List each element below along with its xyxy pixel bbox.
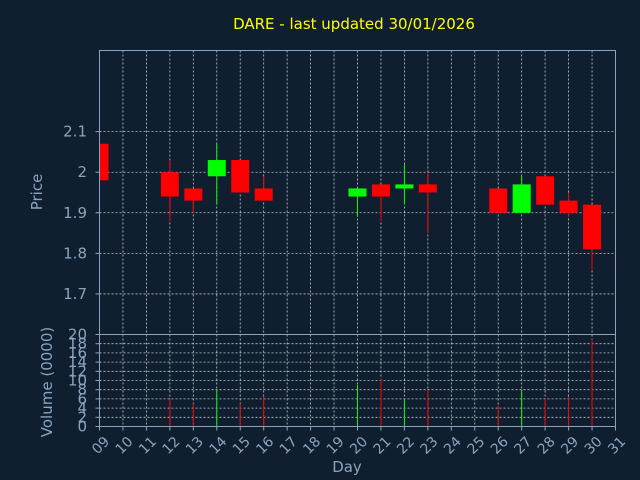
price-candles xyxy=(99,143,602,270)
day-tick-label: 26 xyxy=(488,434,512,458)
candle-body xyxy=(348,188,367,197)
day-tick-label: 18 xyxy=(300,434,324,458)
candle-body xyxy=(231,160,250,193)
volume-tick-label: 0 xyxy=(77,418,87,436)
day-tick-label: 23 xyxy=(418,434,442,458)
day-tick-label: 29 xyxy=(558,434,582,458)
volume-axis-label: Volume (0000) xyxy=(38,327,56,437)
candle-body xyxy=(184,188,203,201)
day-tick-label: 17 xyxy=(277,434,301,458)
volume-tick-label: 12 xyxy=(68,362,87,380)
day-tick-label: 27 xyxy=(511,434,535,458)
candle-body xyxy=(536,176,555,205)
day-tick-label: 24 xyxy=(441,434,465,458)
day-axis-label: Day xyxy=(332,458,362,476)
volume-tick-label: 10 xyxy=(68,372,87,390)
price-tick-label: 1.8 xyxy=(63,244,87,262)
candle-body xyxy=(489,188,508,213)
day-tick-label: 22 xyxy=(394,434,418,458)
day-tick-label: 31 xyxy=(605,434,629,458)
volume-tick-label: 2 xyxy=(77,408,87,426)
day-tick-label: 13 xyxy=(183,434,207,458)
volume-bars xyxy=(169,339,593,427)
volume-tick-label: 18 xyxy=(68,335,87,353)
day-tick-label: 12 xyxy=(160,434,184,458)
candle-body xyxy=(99,143,109,181)
chart-title: DARE - last updated 30/01/2026 xyxy=(233,15,475,33)
day-tick-label: 15 xyxy=(230,434,254,458)
day-tick-label: 20 xyxy=(347,434,371,458)
day-tick-label: 14 xyxy=(206,434,230,458)
price-tick-label: 1.7 xyxy=(63,285,87,303)
price-tick-label: 2.1 xyxy=(63,123,87,141)
candle-body xyxy=(559,200,578,213)
volume-tick-label: 16 xyxy=(68,344,87,362)
price-tick-label: 2 xyxy=(77,163,87,181)
candle-body xyxy=(418,184,437,193)
volume-tick-label: 4 xyxy=(77,399,87,417)
candle-body xyxy=(254,188,273,201)
candle-body xyxy=(583,204,602,250)
candle-body xyxy=(160,172,179,197)
volume-tick-label: 8 xyxy=(77,381,87,399)
day-axis-ticks: 09 10 11 12 13 14 15 16 17 18 19 20 21 22 23 24 25 26 27 28… xyxy=(89,426,629,458)
candle-body xyxy=(207,160,226,177)
day-tick-label: 11 xyxy=(136,434,160,458)
price-axis-label: Price xyxy=(28,174,46,211)
candle-body xyxy=(371,184,390,197)
volume-tick-label: 20 xyxy=(68,326,87,344)
day-tick-label: 25 xyxy=(464,434,488,458)
volume-tick-label: 6 xyxy=(77,390,87,408)
day-tick-label: 28 xyxy=(535,434,559,458)
day-tick-label: 19 xyxy=(324,434,348,458)
candle-body xyxy=(395,184,414,189)
candle-body xyxy=(512,184,531,213)
day-tick-label: 10 xyxy=(113,434,137,458)
day-tick-label: 30 xyxy=(582,434,606,458)
day-tick-label: 09 xyxy=(89,434,113,458)
day-tick-label: 16 xyxy=(253,434,277,458)
volume-tick-label: 14 xyxy=(68,353,87,371)
price-axis-ticks: 1.7 1.8 1.9 2 2.1 xyxy=(63,123,100,303)
price-tick-label: 1.9 xyxy=(63,204,87,222)
day-tick-label: 21 xyxy=(371,434,395,458)
